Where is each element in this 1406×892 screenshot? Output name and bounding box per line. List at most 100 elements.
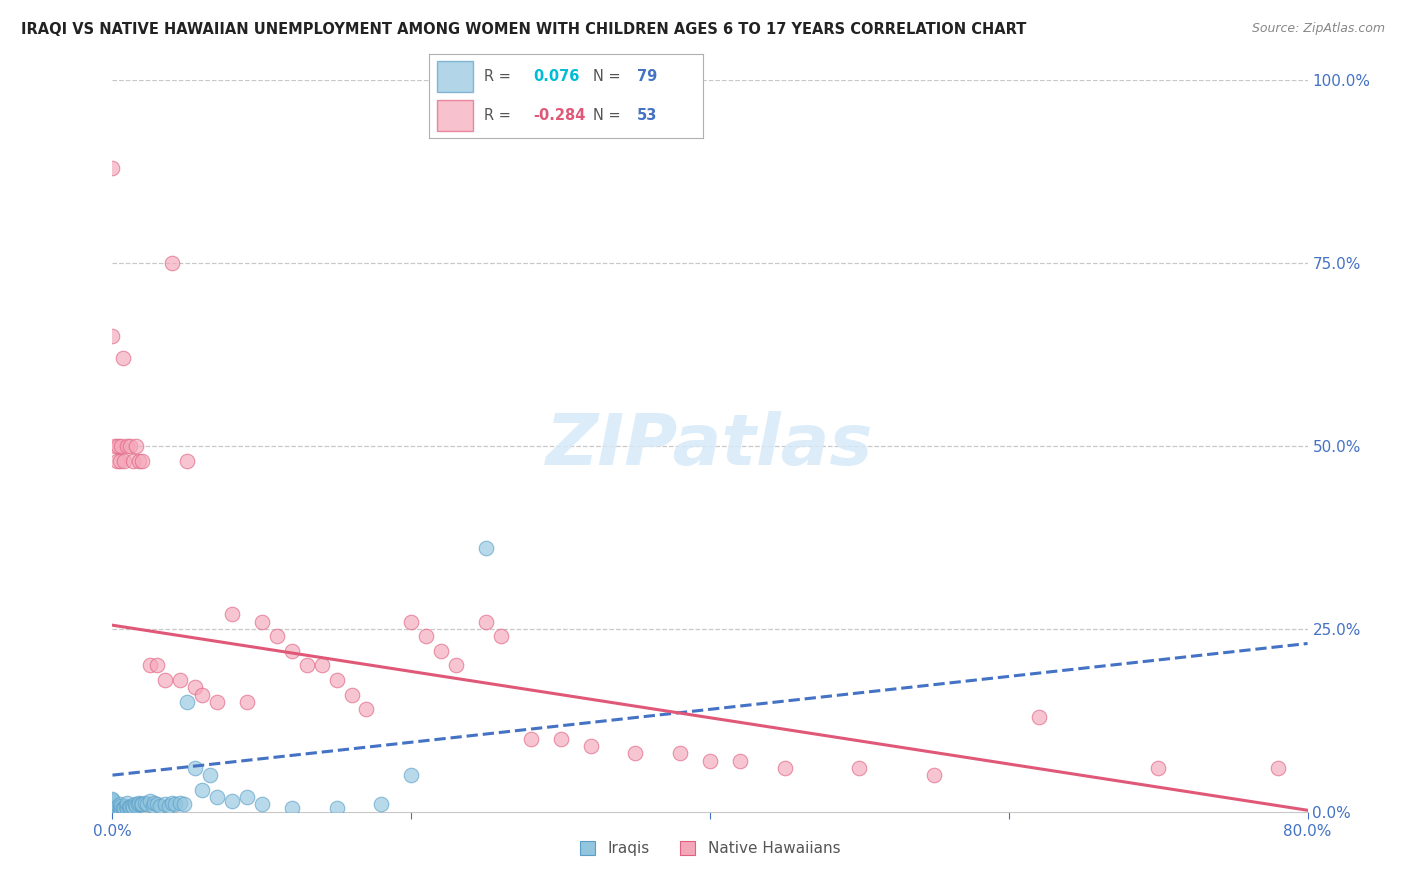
Point (191, 688, 214, 702)
Point (120, 799, 142, 814)
Point (415, 629, 437, 643)
Point (101, 805, 124, 819)
Point (205, 695, 228, 709)
Point (101, 805, 124, 819)
Point (105, 453, 128, 467)
Point (101, 801, 124, 815)
Point (117, 802, 139, 816)
Point (120, 439, 142, 453)
Point (101, 798, 124, 813)
Point (101, 801, 124, 815)
Point (122, 800, 145, 814)
Point (104, 439, 127, 453)
Point (128, 796, 150, 810)
Point (1147, 761, 1170, 775)
Bar (437, 62, 472, 92)
Point (191, 782, 214, 797)
Point (114, 453, 135, 467)
Point (169, 796, 191, 810)
Point (124, 797, 146, 812)
Point (489, 629, 512, 643)
Point (699, 754, 721, 768)
Point (139, 794, 162, 808)
Point (101, 805, 124, 819)
Point (281, 644, 304, 658)
Point (173, 797, 195, 812)
Text: R =: R = (484, 69, 515, 84)
Text: R =: R = (484, 108, 515, 123)
Text: N =: N = (593, 69, 626, 84)
Point (125, 798, 148, 813)
Point (101, 799, 124, 814)
Point (101, 804, 124, 818)
Point (139, 658, 162, 673)
Point (165, 797, 187, 812)
Point (101, 803, 124, 817)
Point (142, 798, 165, 813)
Point (101, 798, 124, 813)
Point (101, 805, 124, 819)
Point (108, 797, 131, 812)
Point (143, 796, 166, 810)
Point (669, 746, 692, 760)
Point (205, 790, 228, 805)
Point (1267, 761, 1289, 775)
Point (325, 673, 347, 687)
Point (101, 803, 124, 817)
Point (131, 453, 153, 467)
Point (183, 761, 205, 775)
Point (221, 794, 243, 808)
Point (475, 541, 498, 556)
Point (101, 803, 124, 817)
Point (128, 453, 150, 467)
Point (157, 798, 180, 813)
Point (153, 797, 176, 812)
Point (401, 615, 423, 629)
Point (325, 801, 347, 815)
Point (127, 797, 149, 812)
Point (236, 790, 259, 805)
Point (110, 439, 132, 453)
Point (183, 681, 205, 695)
Point (236, 695, 259, 709)
Point (848, 761, 870, 775)
Text: ZIPatlas: ZIPatlas (547, 411, 873, 481)
Point (250, 797, 273, 812)
Point (221, 607, 243, 622)
Point (111, 351, 134, 366)
Point (101, 805, 124, 819)
Point (773, 761, 796, 775)
Point (198, 768, 221, 782)
Point (101, 803, 124, 817)
Text: 79: 79 (637, 69, 658, 84)
Point (401, 768, 423, 782)
Point (146, 658, 169, 673)
Point (101, 329, 124, 343)
Point (101, 792, 124, 806)
Point (162, 796, 183, 810)
Point (356, 702, 378, 716)
Point (101, 802, 124, 816)
Text: IRAQI VS NATIVE HAWAIIAN UNEMPLOYMENT AMONG WOMEN WITH CHILDREN AGES 6 TO 17 YEA: IRAQI VS NATIVE HAWAIIAN UNEMPLOYMENT AM… (21, 22, 1026, 37)
Point (122, 453, 145, 467)
Point (117, 439, 139, 453)
Point (114, 801, 135, 815)
Point (110, 803, 132, 817)
Point (101, 805, 124, 819)
Point (162, 256, 183, 270)
Point (176, 453, 198, 467)
Point (111, 801, 134, 815)
Point (520, 731, 543, 746)
Point (104, 805, 127, 819)
Point (125, 439, 148, 453)
Point (101, 802, 124, 816)
Point (101, 805, 124, 819)
Point (176, 695, 198, 709)
Point (728, 754, 751, 768)
Point (101, 800, 124, 814)
Point (108, 453, 131, 467)
Point (550, 731, 572, 746)
Point (105, 804, 128, 818)
Point (101, 794, 124, 808)
Point (117, 796, 139, 810)
